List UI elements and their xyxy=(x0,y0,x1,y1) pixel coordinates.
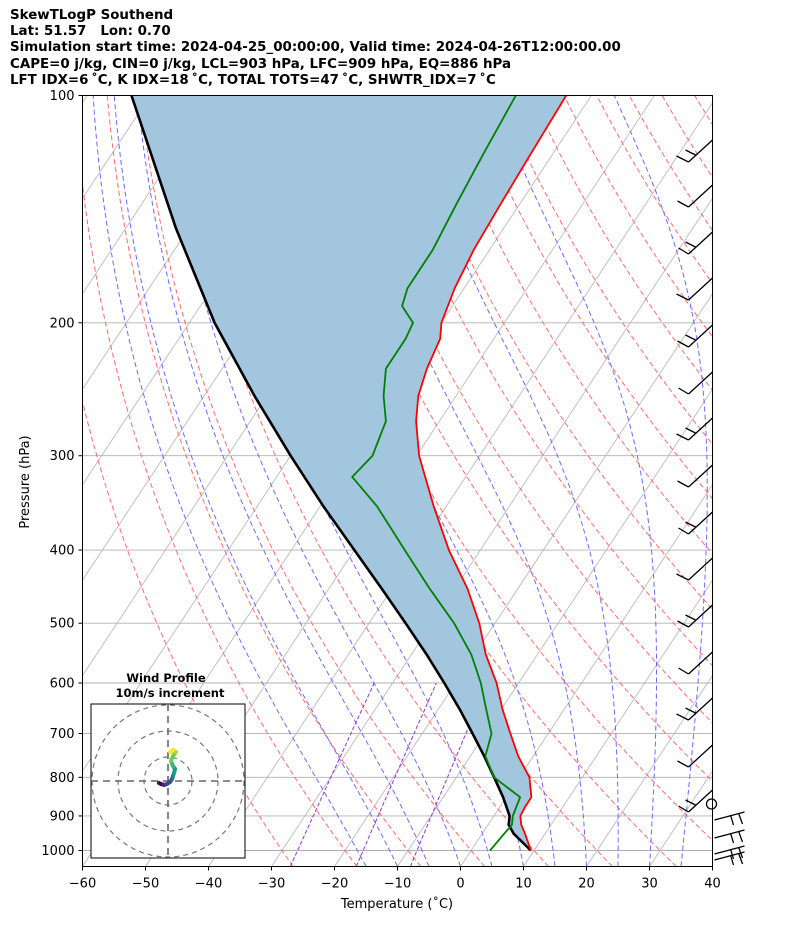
isotherm-line xyxy=(523,579,713,867)
isotherm-line xyxy=(460,483,713,867)
dry-adiabat xyxy=(400,95,713,610)
x-tick-label: 30 xyxy=(641,877,658,892)
dry-adiabat xyxy=(139,95,486,867)
wind-barb xyxy=(714,851,745,866)
x-tick-label: 20 xyxy=(578,877,595,892)
isotherm-line xyxy=(586,674,713,867)
wind-barb xyxy=(678,789,713,813)
dry-adiabat xyxy=(172,95,549,867)
x-tick-label: 40 xyxy=(704,877,721,892)
y-tick-label: 700 xyxy=(50,727,75,742)
dry-adiabat xyxy=(82,399,294,867)
dry-adiabat xyxy=(694,95,713,126)
y-tick-label: 900 xyxy=(50,809,75,824)
moist-adiabat xyxy=(92,95,367,867)
y-tick-label: 200 xyxy=(50,316,75,331)
isotherm-line xyxy=(82,95,214,295)
cape-shaded-area xyxy=(131,95,567,851)
moist-adiabat xyxy=(163,95,461,867)
title-station: SkewTLogP Southend xyxy=(10,8,174,23)
inset-title: Wind Profile xyxy=(126,671,206,685)
wind-barb xyxy=(677,744,713,768)
title-block: SkewTLogP Southend Lat: 51.57 Lon: 0.70 … xyxy=(10,8,770,89)
hodograph-segment xyxy=(168,748,175,754)
hodograph-trace xyxy=(157,748,178,787)
wind-barbs xyxy=(676,139,745,866)
wind-barb xyxy=(678,651,713,675)
y-tick-label: 1000 xyxy=(41,844,74,859)
isotherm-line xyxy=(712,865,713,867)
title-cape-indices: CAPE=0 j/kg, CIN=0 j/kg, LCL=903 hPa, LF… xyxy=(10,56,512,72)
x-tick-label: −20 xyxy=(321,877,348,892)
wind-barb xyxy=(714,811,745,826)
moist-adiabat xyxy=(712,862,713,867)
isotherm-line xyxy=(271,197,713,867)
dry-adiabat xyxy=(661,95,713,179)
moist-adiabat xyxy=(398,95,619,867)
y-tick-label: 100 xyxy=(50,89,75,104)
wind-barb xyxy=(714,829,745,844)
hodograph-inset: Wind Profile 10m/s increment xyxy=(90,671,246,859)
x-tick-label: −60 xyxy=(69,877,96,892)
x-tick-label: 10 xyxy=(515,877,532,892)
wind-barb xyxy=(678,511,713,535)
wind-barb xyxy=(678,371,713,395)
dry-adiabat xyxy=(498,95,713,445)
dry-adiabat xyxy=(628,95,713,232)
y-tick-label: 300 xyxy=(50,449,75,464)
wind-barb xyxy=(676,139,713,163)
wind-barb xyxy=(677,184,713,208)
x-tick-label: 0 xyxy=(456,877,464,892)
isotherm-line xyxy=(82,95,88,104)
y-tick-label: 500 xyxy=(50,617,75,632)
moist-adiabat xyxy=(613,95,708,867)
x-tick-label: −10 xyxy=(384,877,411,892)
title-location: Lat: 51.57 Lon: 0.70 xyxy=(10,24,171,40)
mixing-ratio-line xyxy=(355,682,437,867)
dewpoint-line xyxy=(350,95,522,852)
x-axis-ticks: −60 −50 −40 −30 −20 −10 0 10 20 30 40 xyxy=(69,866,721,892)
moist-adiabat xyxy=(113,95,398,867)
x-tick-label: −50 xyxy=(132,877,159,892)
y-tick-label: 400 xyxy=(50,544,75,559)
dry-adiabat xyxy=(367,95,713,667)
moist-adiabat xyxy=(328,95,587,867)
wind-barb xyxy=(676,417,713,441)
wind-barb xyxy=(677,464,713,488)
temperature-line xyxy=(415,95,567,851)
moist-adiabat xyxy=(273,95,556,867)
x-tick-label: −30 xyxy=(258,877,285,892)
wind-barb xyxy=(678,231,713,255)
x-axis-label: Temperature (˚C) xyxy=(340,896,453,912)
dry-adiabat xyxy=(727,96,794,867)
dry-adiabat xyxy=(335,95,713,724)
y-axis-label: Pressure (hPa) xyxy=(18,435,33,528)
y-tick-label: 600 xyxy=(50,677,75,692)
wind-barb xyxy=(677,604,713,628)
calm-wind-circle xyxy=(705,798,718,810)
isotherm-line xyxy=(334,292,713,867)
wind-barb xyxy=(677,324,713,348)
y-tick-label: 800 xyxy=(50,771,75,786)
mixing-ratio-line xyxy=(289,682,375,867)
parcel-profile-line xyxy=(130,95,532,852)
isotherm-line xyxy=(649,770,713,867)
dry-adiabat xyxy=(760,96,794,867)
dry-adiabat xyxy=(563,95,713,338)
x-tick-label: −40 xyxy=(195,877,222,892)
dry-adiabat xyxy=(82,180,358,867)
inset-subtitle: 10m/s increment xyxy=(116,686,225,700)
wind-barb xyxy=(676,557,713,581)
moist-adiabat xyxy=(136,95,430,867)
title-stability-indices: LFT IDX=6 ˚C, K IDX=18 ˚C, TOTAL TOTS=47… xyxy=(10,72,496,88)
dry-adiabat xyxy=(106,95,422,867)
wind-barb xyxy=(676,697,713,721)
y-axis-ticks: 1000 900 800 700 600 500 400 300 200 100 xyxy=(41,89,83,859)
wind-barb xyxy=(676,277,713,301)
title-times: Simulation start time: 2024-04-25_00:00:… xyxy=(10,40,621,56)
